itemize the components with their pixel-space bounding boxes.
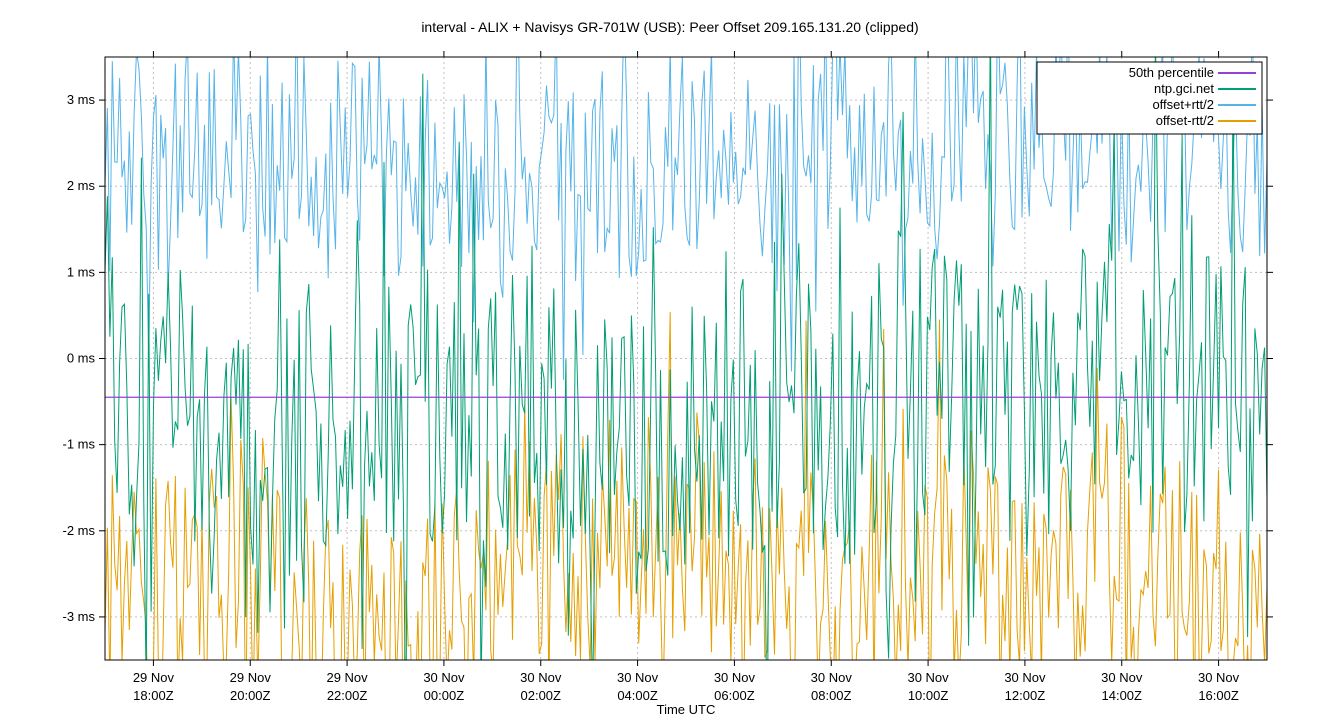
x-tick-label: 30 Nov <box>811 670 853 685</box>
y-tick-label: 2 ms <box>67 178 96 193</box>
y-tick-label: 0 ms <box>67 351 96 366</box>
legend-item-label: 50th percentile <box>1129 65 1214 80</box>
x-tick-label: 29 Nov <box>230 670 272 685</box>
x-tick-label: 30 Nov <box>714 670 756 685</box>
x-tick-label: 18:00Z <box>133 688 174 703</box>
x-tick-label: 14:00Z <box>1102 688 1143 703</box>
x-tick-label: 29 Nov <box>133 670 175 685</box>
y-tick-label: -1 ms <box>63 437 96 452</box>
x-tick-label: 02:00Z <box>521 688 562 703</box>
x-tick-label: 08:00Z <box>811 688 852 703</box>
x-tick-label: 00:00Z <box>424 688 465 703</box>
legend-item-label: ntp.gci.net <box>1154 81 1214 96</box>
y-tick-label: 1 ms <box>67 264 96 279</box>
chart-svg: interval - ALIX + Navisys GR-701W (USB):… <box>0 0 1340 720</box>
x-tick-label: 30 Nov <box>1004 670 1046 685</box>
y-tick-label: -3 ms <box>63 609 96 624</box>
x-tick-label: 30 Nov <box>1198 670 1240 685</box>
x-tick-label: 16:00Z <box>1198 688 1239 703</box>
x-tick-label: 20:00Z <box>230 688 271 703</box>
x-tick-label: 30 Nov <box>617 670 659 685</box>
x-tick-label: 06:00Z <box>714 688 755 703</box>
x-tick-label: 12:00Z <box>1005 688 1046 703</box>
x-tick-label: 22:00Z <box>327 688 368 703</box>
x-tick-label: 30 Nov <box>907 670 949 685</box>
x-axis-label: Time UTC <box>657 702 716 717</box>
y-tick-label: 3 ms <box>67 92 96 107</box>
x-tick-label: 10:00Z <box>908 688 949 703</box>
legend-item-label: offset+rtt/2 <box>1152 97 1214 112</box>
x-tick-label: 30 Nov <box>423 670 465 685</box>
legend-item-label: offset-rtt/2 <box>1156 113 1214 128</box>
x-tick-label: 29 Nov <box>326 670 368 685</box>
y-tick-label: -2 ms <box>63 523 96 538</box>
x-tick-label: 04:00Z <box>617 688 658 703</box>
chart-title: interval - ALIX + Navisys GR-701W (USB):… <box>421 19 918 35</box>
chart-container: interval - ALIX + Navisys GR-701W (USB):… <box>0 0 1340 720</box>
x-tick-label: 30 Nov <box>1101 670 1143 685</box>
x-tick-label: 30 Nov <box>520 670 562 685</box>
